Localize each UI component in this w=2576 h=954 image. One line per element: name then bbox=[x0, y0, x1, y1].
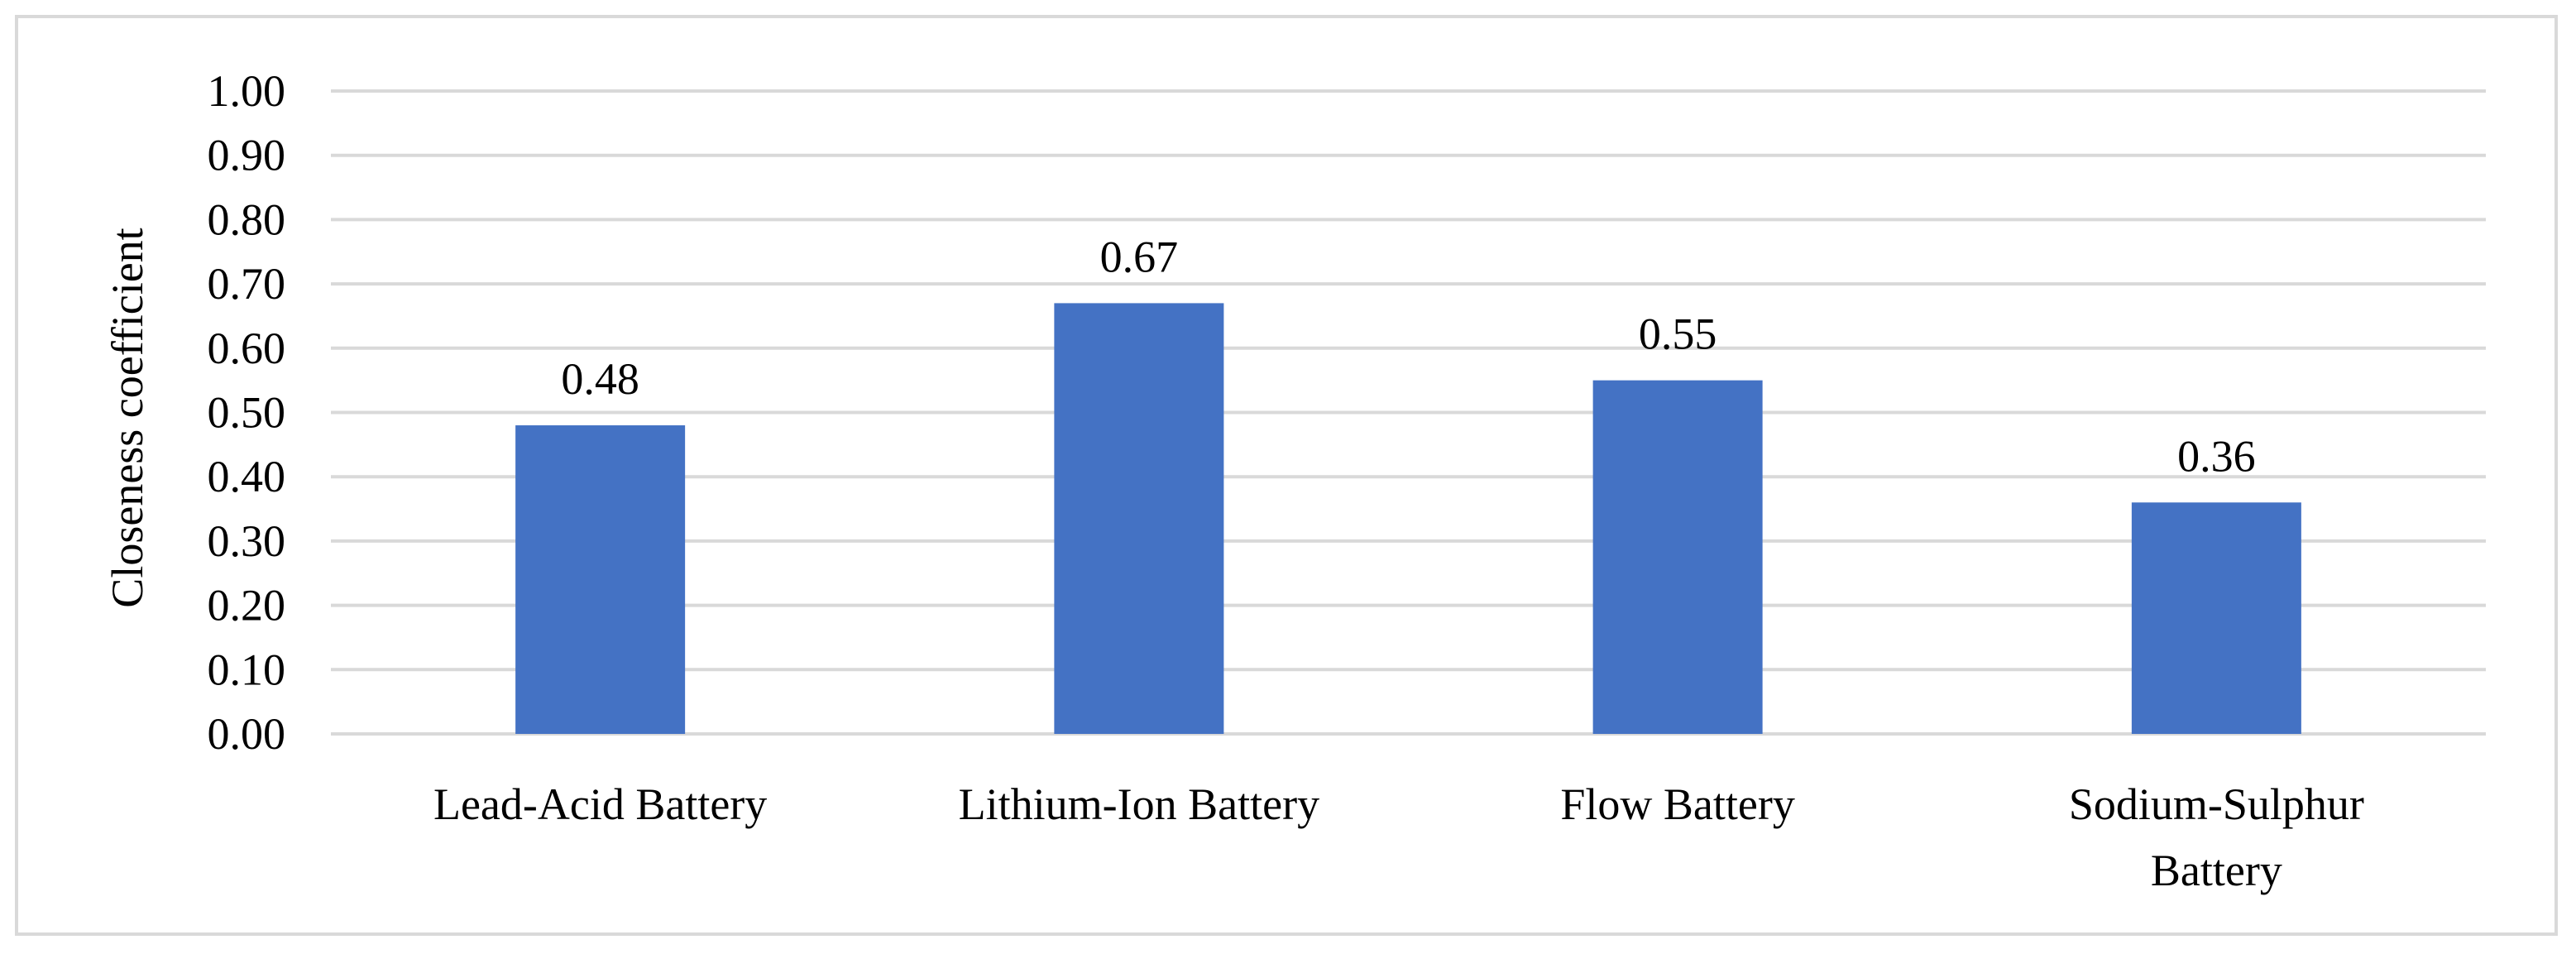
y-tick-label: 0.00 bbox=[208, 709, 286, 759]
bars bbox=[515, 303, 2301, 734]
y-tick-label: 0.60 bbox=[208, 324, 286, 373]
data-label: 0.67 bbox=[1100, 232, 1179, 281]
y-axis-title: Closeness coefficient bbox=[103, 228, 152, 607]
grid-lines bbox=[331, 89, 2486, 736]
y-tick-label: 0.90 bbox=[208, 131, 286, 180]
bar bbox=[515, 425, 686, 734]
y-tick-label: 0.20 bbox=[208, 581, 286, 630]
x-tick-label: Flow Battery bbox=[1560, 779, 1794, 829]
data-label: 0.55 bbox=[1639, 309, 1717, 359]
x-tick-label-line: Battery bbox=[2151, 846, 2282, 895]
bar bbox=[2131, 502, 2301, 734]
y-tick-label: 0.70 bbox=[208, 259, 286, 309]
data-label: 0.36 bbox=[2177, 431, 2256, 481]
x-axis-tick-labels: Lead-Acid Battery Lithium-Ion Battery Flow… bbox=[433, 779, 2364, 895]
x-tick-label-line: Lead-Acid Battery bbox=[433, 779, 767, 829]
bar bbox=[1054, 303, 1224, 734]
x-tick-label-line: Flow Battery bbox=[1560, 779, 1794, 829]
y-axis-tick-labels: 0.00 0.10 0.20 0.30 0.40 0.50 0.60 0.70 0.80 0.90… bbox=[208, 66, 286, 759]
y-tick-label: 0.50 bbox=[208, 388, 286, 438]
y-tick-label: 0.40 bbox=[208, 452, 286, 501]
data-label: 0.48 bbox=[561, 354, 639, 404]
x-tick-label: Sodium-Sulphur Battery bbox=[2069, 779, 2364, 895]
data-labels: 0.48 0.67 0.55 0.36 bbox=[561, 232, 2255, 481]
x-tick-label: Lithium-Ion Battery bbox=[959, 779, 1319, 829]
y-tick-label: 0.80 bbox=[208, 194, 286, 244]
y-tick-label: 1.00 bbox=[208, 66, 286, 116]
x-tick-label-line: Lithium-Ion Battery bbox=[959, 779, 1319, 829]
x-tick-label: Lead-Acid Battery bbox=[433, 779, 767, 829]
y-tick-label: 0.30 bbox=[208, 516, 286, 566]
bar bbox=[1592, 380, 1763, 734]
y-tick-label: 0.10 bbox=[208, 645, 286, 694]
x-tick-label-line: Sodium-Sulphur bbox=[2069, 779, 2364, 829]
